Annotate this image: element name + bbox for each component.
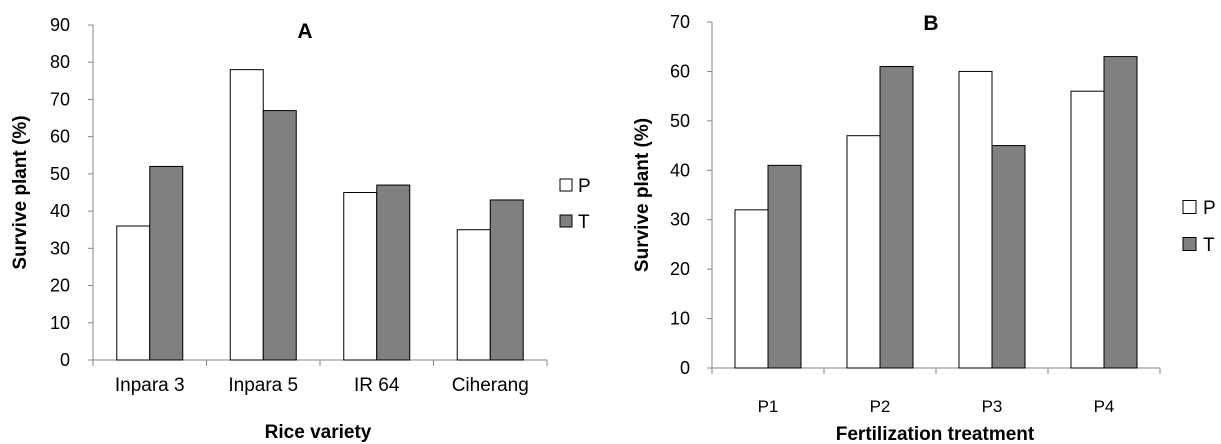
bar-t-p4 (1103, 56, 1138, 369)
chart-title: B (923, 12, 938, 35)
chart-title: A (297, 20, 312, 43)
y-tick-label: 40 (50, 201, 70, 221)
bar-t-ciherang (489, 199, 524, 361)
legend-swatch-t (1182, 237, 1197, 251)
y-tick-label: 10 (670, 309, 690, 329)
x-category-label: Inpara 5 (228, 375, 298, 396)
y-tick-label: 50 (50, 164, 70, 184)
bar-p-inpara-3 (116, 225, 151, 361)
bar-t-inpara-3 (149, 165, 184, 361)
legend-swatch-p (1182, 200, 1197, 214)
y-tick-label: 40 (670, 160, 690, 180)
chart-panel-b: 0 10 20 30 40 50 60 70 P1 P2 P3 P4 B Survive plant (%… (632, 12, 1216, 444)
legend-swatch-t (559, 214, 573, 228)
y-tick-label: 80 (50, 52, 70, 72)
bar-p-p3 (958, 70, 993, 369)
chart-panel-a: 0 10 20 30 40 50 60 70 80 90 Inpara 3 Inpara 5 IR 64… (10, 15, 591, 443)
x-category-label: P2 (870, 397, 891, 416)
x-category-label: Ciherang (452, 375, 529, 396)
y-axis-title: Survive plant (%) (632, 118, 653, 272)
bar-t-ir-64 (376, 184, 411, 361)
bar-t-p1 (767, 164, 802, 369)
legend: PT (1182, 198, 1216, 256)
bar-t-inpara-5 (262, 110, 297, 361)
y-tick-label: 20 (50, 276, 70, 296)
y-tick-label: 0 (680, 358, 690, 378)
y-tick-label: 70 (50, 89, 70, 109)
x-category-label: P1 (758, 397, 779, 416)
y-tick-label: 50 (670, 111, 690, 131)
y-tick-label: 60 (670, 61, 690, 81)
y-tick-label: 70 (670, 12, 690, 32)
y-axis-title: Survive plant (%) (10, 115, 31, 269)
y-tick-label: 10 (50, 313, 70, 333)
legend-label-p: P (1203, 198, 1216, 219)
bar-t-p3 (991, 145, 1026, 369)
x-category-label: Inpara 3 (115, 375, 185, 396)
x-axis-title: Rice variety (265, 422, 372, 443)
bar-p-ir-64 (343, 192, 378, 361)
bar-p-ciherang (456, 229, 491, 361)
x-axis-title: Fertilization treatment (836, 424, 1035, 444)
legend-label-t: T (578, 212, 590, 233)
y-tick-label: 0 (60, 350, 70, 370)
y-tick-label: 20 (670, 259, 690, 279)
bar-p-p2 (846, 135, 881, 369)
y-tick-label: 30 (670, 210, 690, 230)
x-category-label: IR 64 (354, 375, 400, 396)
y-tick-label: 30 (50, 238, 70, 258)
bar-p-p1 (734, 209, 769, 369)
x-category-label: P3 (982, 397, 1003, 416)
bar-t-p2 (879, 65, 914, 369)
legend: PT (559, 176, 591, 233)
y-tick-label: 60 (50, 127, 70, 147)
bar-p-inpara-5 (229, 69, 264, 361)
legend-label-p: P (578, 176, 591, 197)
y-tick-label: 90 (50, 15, 70, 35)
legend-label-t: T (1203, 235, 1215, 256)
legend-swatch-p (559, 178, 573, 192)
bar-p-p4 (1070, 90, 1105, 369)
x-category-label: P4 (1094, 397, 1115, 416)
